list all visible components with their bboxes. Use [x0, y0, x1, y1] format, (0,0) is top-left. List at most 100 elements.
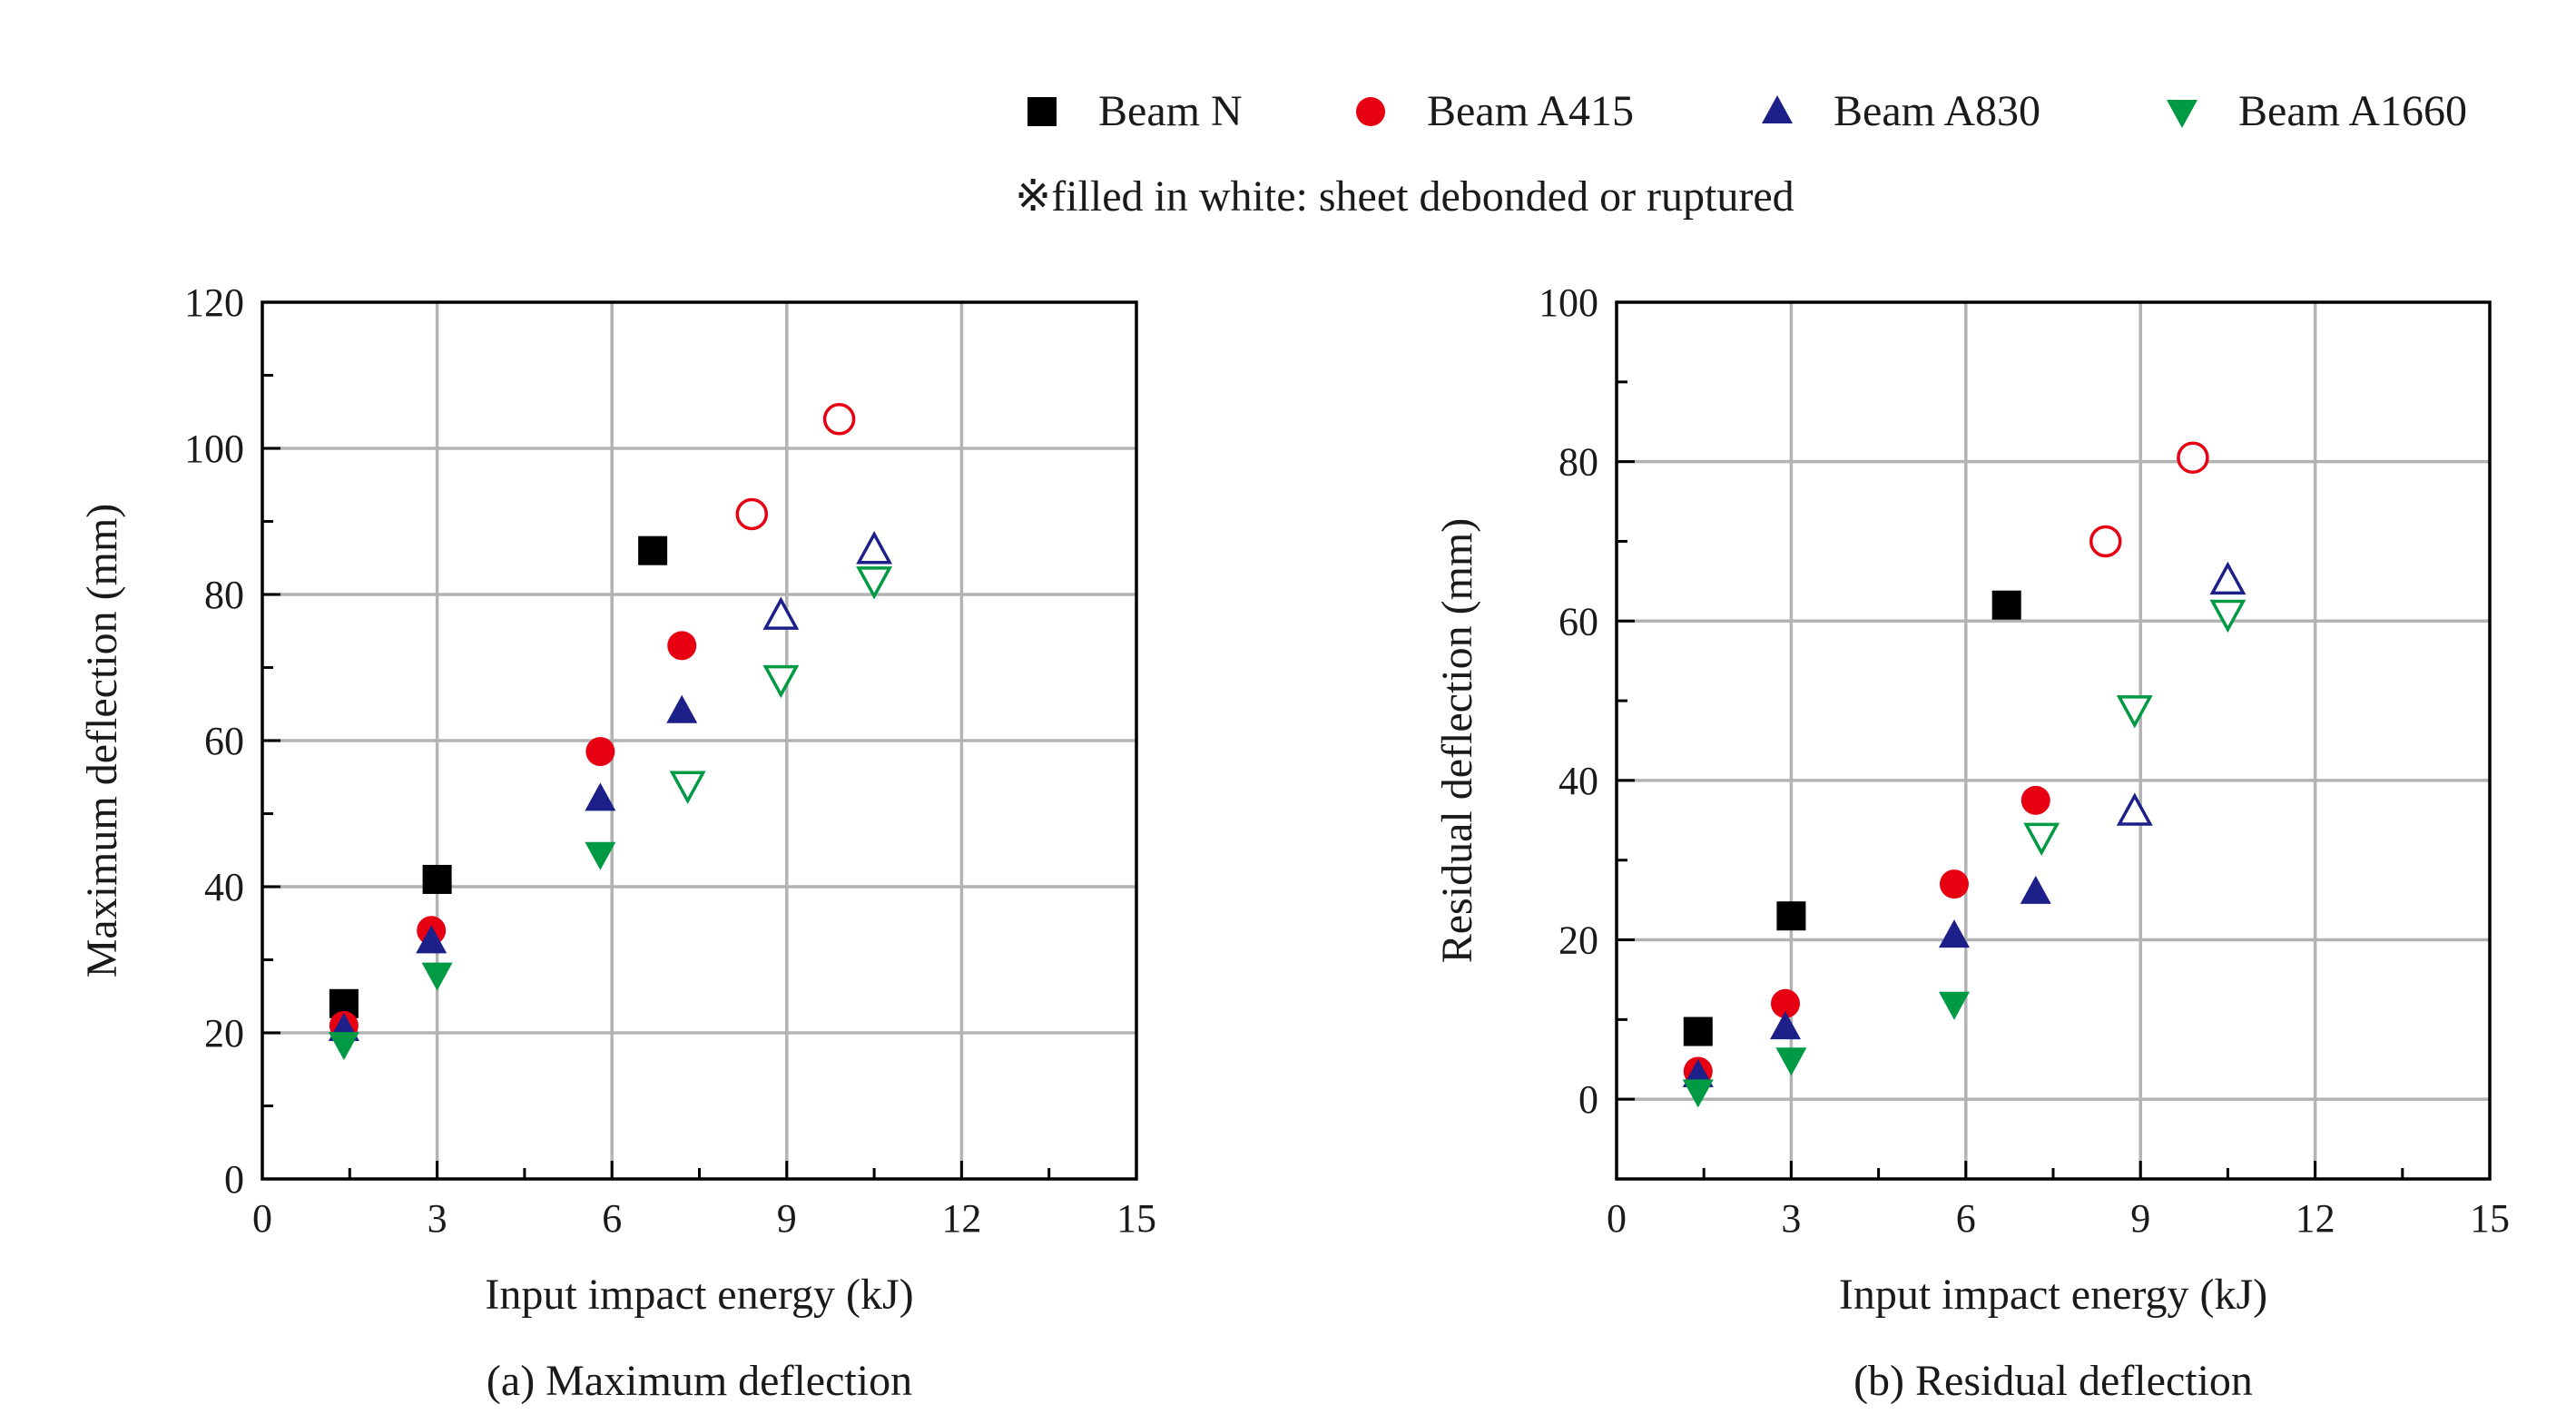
data-point [416, 925, 447, 954]
data-point [585, 841, 616, 870]
data-point [667, 631, 697, 661]
data-point [2116, 792, 2153, 826]
grid [1617, 302, 2490, 1179]
x-tick-label: 12 [941, 1196, 981, 1241]
grid [262, 302, 1136, 1179]
series-beam-n [329, 535, 668, 1018]
y-tick-label: 120 [184, 280, 244, 325]
x-tick-label: 3 [428, 1196, 447, 1241]
data-point [1938, 991, 1970, 1020]
legend-label: Beam A1660 [2238, 87, 2467, 135]
ticks [1615, 300, 2492, 1181]
series-beam-a415 [1683, 441, 2209, 1086]
legend-marker-triangle-down [2167, 100, 2197, 128]
data-point [421, 962, 453, 991]
data-point [2209, 599, 2247, 633]
data-point [1939, 869, 1969, 899]
data-point [1769, 1011, 1801, 1040]
y-axis-label: Residual deflection (mm) [1433, 518, 1481, 964]
x-tick-label: 0 [1607, 1196, 1627, 1241]
data-point [856, 566, 893, 600]
data-point [666, 694, 698, 723]
plot-frame [1615, 300, 2492, 1181]
legend-marker-triangle-up [1762, 95, 1793, 123]
x-tick-label: 12 [2296, 1196, 2335, 1241]
data-point [1991, 590, 2021, 620]
data-point [1770, 988, 1800, 1018]
legend: Beam N Beam A415 Beam A830 Beam A1660 ※fill… [1015, 87, 2467, 221]
legend-item-a830: Beam A830 [1762, 87, 2040, 135]
ticks [261, 300, 1138, 1181]
data-point [822, 403, 856, 436]
x-tick-label: 6 [1956, 1196, 1976, 1241]
y-tick-label: 40 [1558, 759, 1598, 803]
legend-items: Beam N Beam A415 Beam A830 Beam A1660 [1027, 87, 2467, 135]
legend-label: Beam A830 [1834, 87, 2040, 135]
legend-label: Beam A415 [1427, 87, 1634, 135]
legend-label: Beam N [1098, 87, 1243, 135]
series-beam-n [1683, 590, 2021, 1046]
y-tick-label: 100 [1539, 280, 1598, 325]
y-tick-label: 40 [204, 865, 244, 909]
data-point [735, 497, 769, 531]
series-beam-a1660 [328, 566, 893, 1061]
data-point [1775, 1047, 1807, 1076]
y-tick-label: 20 [204, 1011, 244, 1056]
panel-max-deflection: 0 3 6 9 12 15 0 20 40 60 80 100 120 Input impact ener… [78, 280, 1156, 1405]
x-axis-label: Input impact energy (kJ) [485, 1271, 913, 1319]
y-tick-label: 100 [184, 427, 244, 471]
data-point [422, 864, 452, 894]
y-tick-label: 60 [204, 719, 244, 763]
x-tick-label: 6 [602, 1196, 622, 1241]
data-point [1683, 1016, 1713, 1046]
x-tick-label: 15 [2470, 1196, 2510, 1241]
y-tick-label: 80 [204, 573, 244, 617]
data-point [2020, 785, 2050, 815]
data-point [638, 535, 668, 565]
data-point [2177, 441, 2209, 474]
data-point [328, 1032, 359, 1061]
panel-caption: (a) Maximum deflection [487, 1357, 912, 1405]
legend-item-a1660: Beam A1660 [2167, 87, 2467, 135]
panel-caption: (b) Residual deflection [1853, 1357, 2253, 1405]
data-point [1938, 919, 1970, 948]
data-point [585, 737, 615, 767]
y-tick-label: 20 [1558, 918, 1598, 963]
legend-marker-square [1027, 97, 1057, 126]
series-beam-a830 [328, 531, 893, 1041]
tick-labels: 0 3 6 9 12 15 0 20 40 60 80 100 120 [184, 280, 1156, 1241]
y-tick-label: 60 [1558, 599, 1598, 643]
legend-item-n: Beam N [1027, 87, 1243, 135]
series-beam-a830 [1682, 561, 2247, 1087]
legend-item-a415: Beam A415 [1356, 87, 1634, 135]
x-tick-label: 15 [1116, 1196, 1156, 1241]
y-tick-label: 0 [1578, 1077, 1598, 1122]
data-point [2209, 561, 2247, 595]
data-point [762, 596, 800, 630]
x-axis-label: Input impact energy (kJ) [1839, 1271, 2267, 1319]
data-point [2089, 525, 2122, 558]
data-point [585, 782, 616, 811]
x-tick-label: 3 [1781, 1196, 1801, 1241]
legend-marker-circle [1356, 97, 1385, 126]
data-point [856, 531, 893, 565]
y-tick-label: 80 [1558, 440, 1598, 485]
y-axis-label: Maximum deflection (mm) [78, 504, 126, 978]
panel-residual-deflection: 0 3 6 9 12 15 0 20 40 60 80 100 Input impact energy … [1433, 280, 2510, 1405]
data-point [1776, 901, 1806, 931]
series-beam-a1660 [1682, 599, 2247, 1108]
data-point [2020, 875, 2051, 904]
tick-labels: 0 3 6 9 12 15 0 20 40 60 80 100 [1539, 280, 2510, 1241]
data-point [2116, 695, 2153, 729]
legend-note: ※filled in white: sheet debonded or rupt… [1015, 172, 1794, 221]
data-point [1682, 1079, 1714, 1108]
x-tick-label: 0 [252, 1196, 272, 1241]
series-beam-a415 [329, 403, 856, 1040]
data-point [762, 664, 800, 699]
x-tick-label: 9 [2130, 1196, 2150, 1241]
data-point [669, 771, 706, 804]
data-point [2023, 822, 2060, 857]
x-tick-label: 9 [777, 1196, 797, 1241]
y-tick-label: 0 [224, 1157, 244, 1202]
